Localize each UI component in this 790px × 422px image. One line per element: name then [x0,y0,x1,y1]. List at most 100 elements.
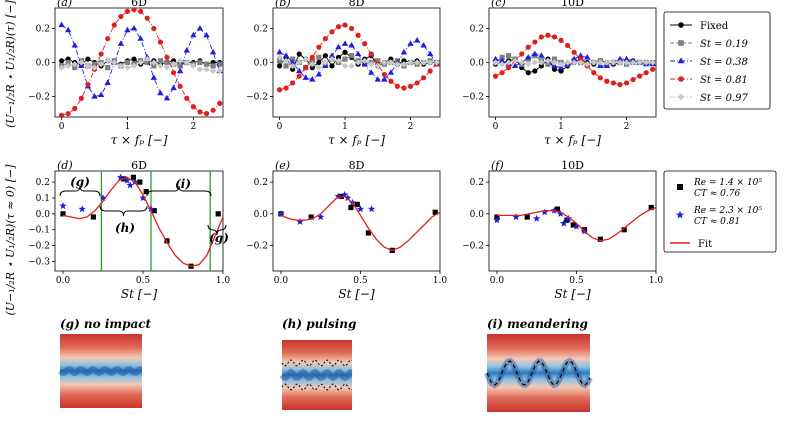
data-point [282,52,290,58]
data-point [130,62,138,70]
data-point [157,58,164,64]
data-point [610,59,617,66]
data-point [578,56,584,62]
x-tick-label: 0 [277,122,283,132]
x-tick-label: 0.5 [353,276,368,286]
data-point [426,50,434,57]
data-point [104,79,111,86]
x-axis-label: τ × fₚ [−] [544,133,601,147]
data-point [151,63,157,69]
data-point [420,42,427,48]
data-point [296,218,304,225]
legend-label: Re = 1.4 × 10⁵ [693,178,762,188]
y-tick-label: 0.0 [36,210,51,220]
data-point [85,82,91,88]
data-point [65,62,72,70]
legend-sublabel: CT ≈ 0.81 [694,217,740,227]
data-point [72,65,78,71]
data-point [59,202,67,209]
data-point [492,55,499,62]
data-point [151,208,157,214]
data-point [303,65,309,71]
legend-marker [678,40,684,46]
data-point [413,36,421,43]
data-point [91,64,98,71]
data-point [368,61,375,68]
data-point [72,105,78,112]
data-point [296,59,303,66]
data-point [525,44,531,50]
data-point [144,59,150,66]
data-point [210,63,216,69]
data-point [97,91,105,97]
plot-area [276,22,440,93]
data-point [308,214,314,220]
y-tick-label: 0.0 [470,59,485,69]
y-axis-label-mid: (U−₁/₂R ⋆ U₁/₂R)(τ ≈ 0) [−] [4,164,17,316]
data-point [532,39,538,45]
legend-marker [677,184,683,190]
data-point [584,61,591,68]
y-tick-label: 0.2 [254,178,268,188]
data-point [524,214,530,220]
data-point [506,53,512,59]
panel-title: 10D [561,0,584,9]
data-point [316,44,322,50]
y-tick-label: 0.2 [470,178,484,188]
data-point [525,61,532,68]
data-point [289,62,296,70]
data-point [164,54,170,60]
data-point [577,52,584,58]
data-point [65,59,71,66]
chart-panel-0: 0 1 2 −0.2 0.0 0.2 6D (a) [28,0,224,132]
data-point [355,32,361,38]
x-tick-label: 1.0 [216,276,231,286]
wake-edge-top [281,359,353,367]
data-point [341,62,349,70]
legend-label: St = 0.97 [700,93,749,104]
flow-field-image [60,334,142,408]
data-point [335,57,342,64]
data-point [91,61,98,67]
data-point [564,42,571,49]
data-point [328,55,336,63]
data-point [209,48,217,55]
data-point [190,31,197,38]
data-point [309,58,315,64]
regime-label-g: (g) [70,175,90,189]
legend-marker [678,76,684,82]
data-point [400,48,408,55]
data-point [283,63,289,69]
wake-core [57,365,142,377]
data-point [322,53,328,59]
data-point [498,61,506,68]
data-point [564,59,571,66]
data-point [557,61,565,68]
data-point [590,59,597,66]
regime-label-h: (h) [115,221,135,235]
data-point [427,68,433,74]
data-point [558,37,564,43]
panel-title: 8D [349,0,365,9]
data-point [512,57,519,64]
data-point [545,61,551,67]
fit-line [497,206,656,242]
data-point [433,59,440,66]
data-point [163,94,171,101]
legend-label: St = 0.19 [700,39,749,50]
data-point [183,59,190,66]
legend-item: St = 0.97 [670,93,749,104]
chart-panel-3: 0.0 0.5 1.0 −0.3 −0.2 −0.1 0.0 0.1 0.2 6D (d) [28,159,230,286]
data-point [381,71,387,78]
data-point [492,59,499,66]
data-point [375,58,381,64]
y-tick-label: 0.2 [470,24,484,34]
data-point [630,76,636,83]
data-point [637,73,643,79]
data-point [538,34,544,40]
data-point [387,59,394,66]
data-point [190,62,197,70]
legend-label: St = 0.38 [700,57,748,68]
data-point [648,204,654,211]
